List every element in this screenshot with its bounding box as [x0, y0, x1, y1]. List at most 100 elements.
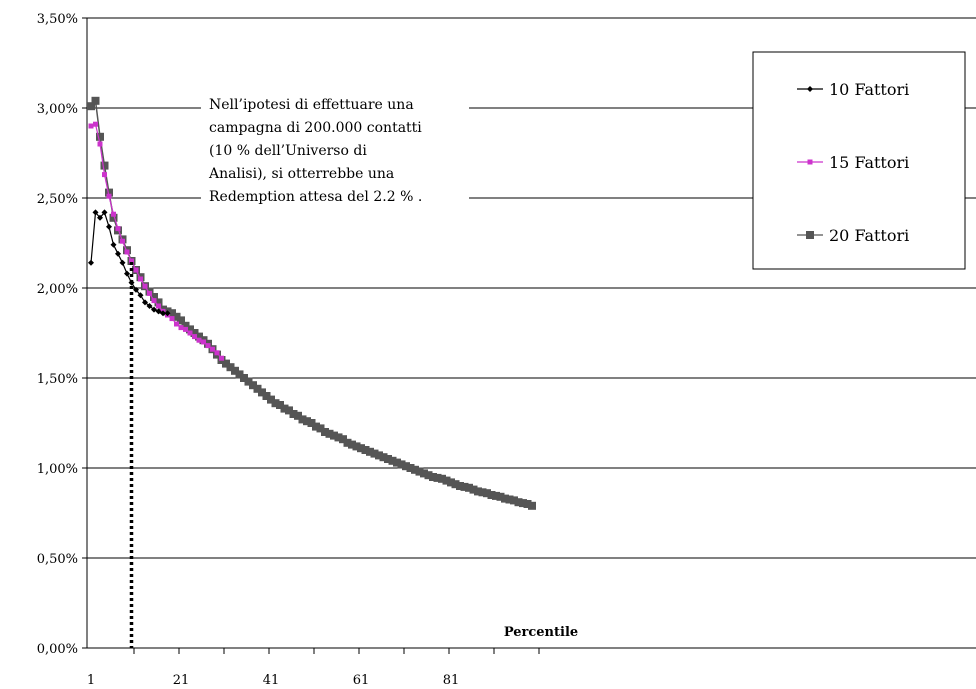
x-tick-label: 61 — [353, 673, 370, 688]
data-point — [164, 310, 171, 317]
y-tick-label: 1,00% — [37, 462, 78, 477]
data-point — [195, 332, 203, 341]
data-point — [192, 334, 197, 340]
annotation-line: (10 % dell’Universo di — [209, 143, 367, 159]
data-point — [249, 381, 257, 390]
data-point — [496, 492, 505, 501]
legend-label: 10 Fattori — [829, 80, 909, 99]
data-point — [133, 267, 139, 273]
data-point — [181, 321, 190, 330]
y-tick-label: 3,00% — [37, 102, 78, 117]
data-point — [231, 366, 239, 375]
data-point — [285, 406, 293, 415]
data-point — [397, 460, 406, 469]
data-point — [447, 478, 455, 487]
x-tick-label: 1 — [87, 673, 95, 688]
data-point — [105, 188, 113, 197]
data-point — [352, 442, 361, 451]
data-point — [267, 395, 275, 404]
data-point — [93, 121, 98, 127]
data-point — [465, 483, 473, 492]
legend-marker — [807, 159, 813, 165]
data-point — [102, 172, 107, 178]
data-point — [190, 329, 199, 337]
data-point — [312, 422, 320, 431]
data-point — [119, 259, 126, 266]
y-tick-label: 3,50% — [37, 12, 78, 27]
data-point — [169, 316, 175, 322]
y-axis-ticks: 0,00% 0,50% 1,00% 1,50% 2,00% 2,50% 3,00% 3,50% — [37, 12, 78, 657]
data-point — [474, 487, 482, 496]
legend-entry: 15 Fattori — [797, 153, 909, 172]
data-point — [124, 249, 130, 255]
data-point — [514, 498, 523, 507]
y-tick-label: 1,50% — [37, 372, 78, 387]
data-point — [271, 399, 280, 408]
data-point — [253, 384, 262, 393]
data-point — [501, 494, 509, 503]
data-point — [379, 453, 388, 462]
data-point — [210, 346, 215, 352]
data-point — [177, 316, 185, 325]
data-point — [298, 415, 307, 424]
data-point — [442, 476, 451, 485]
data-point — [478, 488, 487, 497]
data-point — [388, 456, 397, 465]
data-point — [357, 444, 365, 453]
data-point — [307, 419, 316, 427]
data-point — [156, 303, 161, 309]
data-point — [133, 286, 139, 293]
data-point — [321, 428, 329, 436]
data-point — [150, 293, 158, 301]
data-point — [178, 325, 184, 331]
data-point — [97, 214, 103, 221]
y-tick-label: 2,00% — [37, 282, 78, 297]
data-point — [120, 238, 125, 244]
x-tick-label: 81 — [443, 673, 460, 688]
data-point — [240, 374, 248, 382]
data-point — [146, 303, 153, 309]
data-point — [154, 298, 163, 307]
data-point — [137, 292, 144, 299]
data-point — [424, 471, 433, 480]
data-point — [402, 462, 410, 471]
data-point — [115, 250, 121, 257]
legend: 10 Fattori 15 Fattori 20 Fattori — [752, 51, 966, 270]
legend-label: 15 Fattori — [829, 153, 909, 172]
annotation-line: campagna di 200.000 contatti — [209, 120, 422, 136]
data-point — [196, 337, 202, 343]
data-point — [97, 141, 103, 147]
data-point — [168, 309, 176, 318]
data-point — [348, 440, 356, 449]
data-point — [219, 355, 224, 361]
y-tick-label: 2,50% — [37, 192, 78, 207]
axes — [82, 17, 976, 654]
data-point — [214, 350, 220, 356]
data-point — [415, 467, 424, 476]
data-point — [316, 424, 325, 433]
y-tick-label: 0,50% — [37, 552, 78, 567]
data-point — [289, 410, 298, 418]
data-point — [110, 241, 117, 248]
data-point — [124, 270, 130, 277]
data-point — [186, 325, 194, 334]
data-point — [303, 417, 311, 426]
annotation-line: Nell’ipotesi di effettuare una — [209, 97, 414, 113]
data-point — [487, 491, 496, 499]
annotation-line: Analisi), si otterrebbe una — [208, 166, 394, 182]
data-point — [528, 501, 536, 510]
annotation-box: Nell’ipotesi di effettuare una campagna d… — [201, 87, 469, 237]
data-point — [106, 193, 112, 199]
series-group — [87, 96, 536, 510]
data-point — [222, 359, 230, 368]
data-point — [384, 455, 392, 463]
data-point — [339, 435, 347, 444]
data-point — [91, 96, 100, 105]
data-point — [334, 433, 343, 442]
data-point — [109, 213, 118, 222]
data-point — [235, 370, 244, 379]
x-tick-label: 21 — [173, 673, 190, 688]
data-point — [294, 411, 302, 420]
data-point — [280, 404, 289, 413]
data-point — [492, 491, 500, 500]
